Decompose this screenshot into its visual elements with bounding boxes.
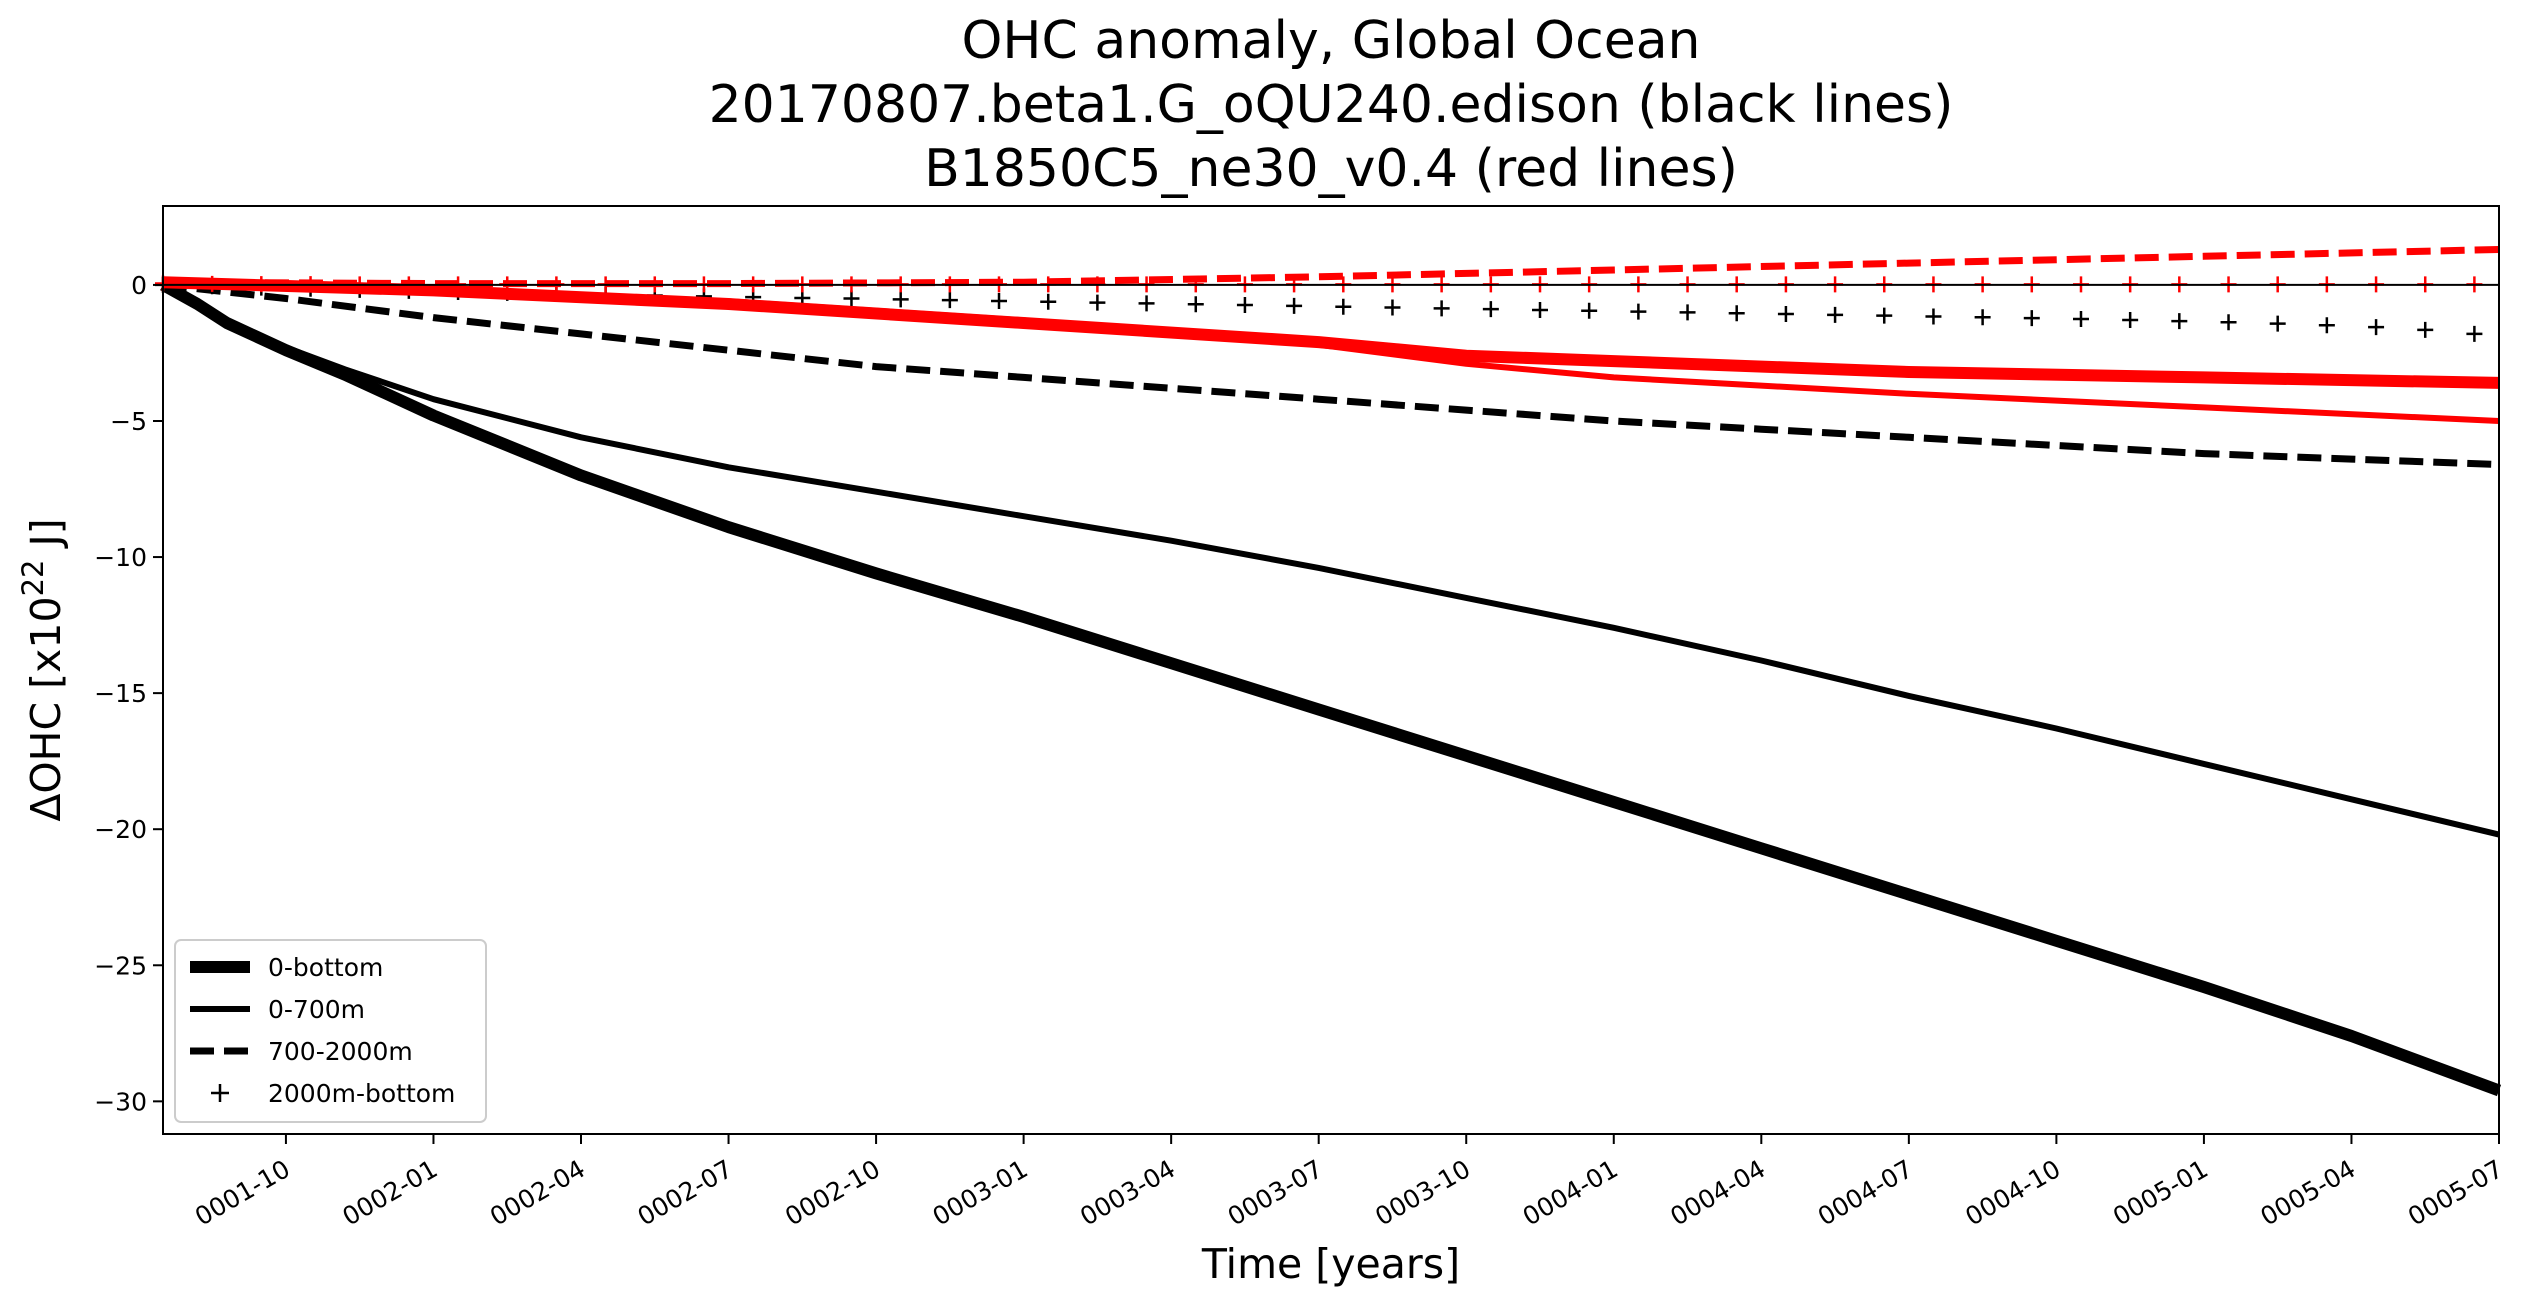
series-2000m-bottom-black-point xyxy=(892,291,909,308)
series-2000m-bottom-black-point xyxy=(2220,314,2237,331)
legend-frame xyxy=(174,939,487,1123)
x-tick-label: 0004-07 xyxy=(1813,1154,1918,1231)
y-axis-label-suffix: J] xyxy=(22,518,70,559)
y-axis-label: ΔOHC [x1022 J] xyxy=(16,518,70,821)
y-axis-label-exponent: 22 xyxy=(16,559,50,596)
y-tick-label: −30 xyxy=(94,1087,147,1116)
x-tick-label: 0004-10 xyxy=(1960,1154,2065,1231)
x-tick-label: 0004-04 xyxy=(1665,1154,1770,1231)
x-tick-label: 0002-01 xyxy=(337,1154,442,1231)
x-tick-label: 0005-01 xyxy=(2108,1154,2213,1231)
y-tick-label: −20 xyxy=(94,815,147,844)
series-2000m-bottom-black-point xyxy=(1040,293,1057,310)
series-2000m-bottom-black-point xyxy=(2269,315,2286,332)
x-tick-label: 0003-10 xyxy=(1370,1154,1475,1231)
series-2000m-bottom-black-point xyxy=(1974,309,1991,326)
series-2000m-bottom-black-point xyxy=(1827,306,1844,323)
series-2000m-bottom-black-point xyxy=(2466,325,2483,342)
y-tick-label: −10 xyxy=(94,543,147,572)
series-2000m-bottom-black-point xyxy=(941,292,958,309)
series-2000m-bottom-black-point xyxy=(2368,319,2385,336)
series-2000m-bottom-black-point xyxy=(1335,298,1352,315)
title-line-3: B1850C5_ne30_v0.4 (red lines) xyxy=(924,139,1738,199)
title-line-1: OHC anomaly, Global Ocean xyxy=(961,11,1700,71)
series-2000m-bottom-black-point xyxy=(1384,299,1401,316)
plot-background xyxy=(163,206,2499,1134)
series-2000m-bottom-black-point xyxy=(1581,302,1598,319)
series-2000m-bottom-black-point xyxy=(2023,310,2040,327)
series-700-2000m-red-line xyxy=(162,246,2500,288)
legend-swatch-2000m-bottom xyxy=(211,1084,229,1102)
series-2000m-bottom-black-point xyxy=(1630,303,1647,320)
series-2000m-bottom-black-point xyxy=(1532,301,1548,318)
legend: 0-bottom 0-700m 700-2000m 2000m-bottom xyxy=(174,939,487,1123)
series-2000m-bottom-black-point xyxy=(2122,312,2139,329)
series-2000m-bottom-black-point xyxy=(1482,301,1499,318)
x-tick-label: 0002-07 xyxy=(633,1154,738,1231)
x-tick-label: 0003-04 xyxy=(1075,1154,1180,1231)
series-2000m-bottom-black-point xyxy=(1876,307,1893,324)
series-2000m-bottom-red-point xyxy=(204,275,221,292)
series-2000m-bottom-black-point xyxy=(991,292,1008,309)
series-2000m-bottom-black-point xyxy=(1777,306,1794,323)
legend-label-0-700m: 0-700m xyxy=(268,995,365,1024)
chart-title: OHC anomaly, Global Ocean 20170807.beta1… xyxy=(709,11,1954,199)
series-2000m-bottom-black-point xyxy=(1925,308,1942,325)
x-tick-label: 0003-07 xyxy=(1223,1154,1328,1231)
legend-label-700-2000m: 700-2000m xyxy=(268,1037,413,1066)
x-tick-label: 0005-04 xyxy=(2255,1154,2360,1231)
series-2000m-bottom-black-point xyxy=(843,290,860,307)
series-2000m-bottom-black-point xyxy=(1728,305,1745,322)
series-2000m-bottom-black-point xyxy=(1089,294,1106,311)
x-tick-label: 0005-07 xyxy=(2403,1154,2508,1231)
x-tick-label: 0003-01 xyxy=(928,1154,1033,1231)
series-2000m-bottom-black-point xyxy=(2318,317,2335,334)
y-axis-ticks: 0 −5 −10 −15 −20 −25 −30 xyxy=(94,271,163,1116)
series-2000m-bottom-black-point xyxy=(1679,304,1696,321)
series-2000m-bottom-black-point xyxy=(1286,297,1303,314)
series-0-700m-red-line xyxy=(162,279,2500,424)
series-2000m-bottom-black-point xyxy=(1433,300,1450,317)
x-tick-label: 0004-01 xyxy=(1518,1154,1623,1231)
y-tick-label: −25 xyxy=(94,951,147,980)
y-axis-label-prefix: ΔOHC [x10 xyxy=(22,596,70,821)
series-0-700m-black-line xyxy=(161,282,2500,838)
y-tick-label: 0 xyxy=(131,271,147,300)
legend-label-2000m-bottom: 2000m-bottom xyxy=(268,1079,455,1108)
series-2000m-bottom-black-point xyxy=(2417,321,2434,338)
series-2000m-bottom-black-point xyxy=(1187,296,1204,313)
series-2000m-bottom-black-point xyxy=(2171,313,2188,330)
y-tick-label: −15 xyxy=(94,679,147,708)
series-layer xyxy=(155,246,2502,1097)
y-tick-label: −5 xyxy=(110,407,147,436)
x-axis-label: Time [years] xyxy=(1201,1240,1460,1288)
series-2000m-bottom-black-point xyxy=(1236,297,1253,314)
x-tick-label: 0001-10 xyxy=(190,1154,295,1231)
series-700-2000m-black-line xyxy=(162,281,2500,468)
x-tick-label: 0002-04 xyxy=(485,1154,590,1231)
title-line-2: 20170807.beta1.G_oQU240.edison (black li… xyxy=(709,75,1954,135)
series-2000m-bottom-black-point xyxy=(2073,310,2089,327)
series-2000m-bottom-black-point xyxy=(1138,295,1155,312)
plot-area xyxy=(155,205,2502,1135)
x-tick-label: 0002-10 xyxy=(780,1154,885,1231)
legend-label-0-bottom: 0-bottom xyxy=(268,953,383,982)
plot-frame xyxy=(162,205,2500,1135)
x-axis-ticks: 0001-10 0002-01 0002-04 0002-07 0002-10 0003-… xyxy=(190,1134,2508,1231)
